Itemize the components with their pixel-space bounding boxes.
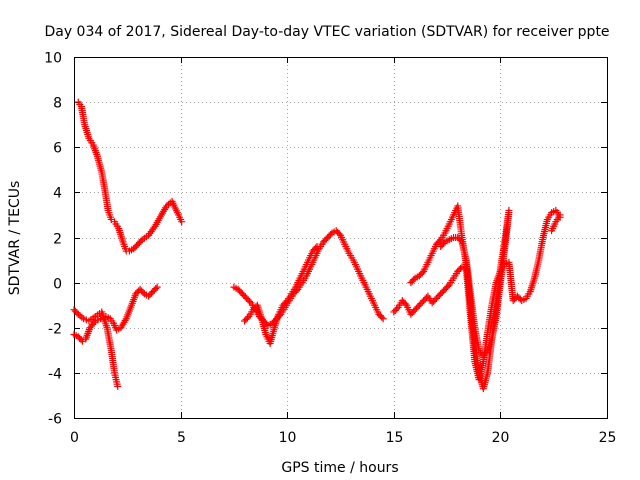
data-point — [378, 313, 386, 321]
data-point — [444, 282, 452, 290]
x-axis-label: GPS time / hours — [281, 460, 398, 476]
y-tick-label: 2 — [53, 232, 62, 248]
y-tick-label: -6 — [48, 412, 62, 428]
grid — [74, 57, 607, 418]
data-points — [70, 98, 564, 393]
y-tick-label: -4 — [48, 367, 62, 383]
data-point — [410, 276, 418, 284]
data-point — [435, 237, 443, 245]
data-series-1 — [74, 98, 186, 255]
data-point — [90, 319, 98, 327]
data-point — [137, 237, 145, 245]
data-point — [327, 230, 335, 238]
data-point — [505, 209, 513, 217]
data-point — [556, 211, 564, 219]
data-point — [246, 297, 254, 305]
data-point — [153, 283, 161, 291]
data-point — [312, 244, 320, 252]
data-series-4 — [230, 227, 387, 329]
x-tick-label: 10 — [279, 430, 297, 446]
data-point — [401, 300, 409, 308]
chart-title: Day 034 of 2017, Sidereal Day-to-day VTE… — [44, 24, 609, 40]
data-series-8 — [437, 209, 513, 361]
data-point — [393, 305, 401, 313]
x-tick-label: 5 — [177, 430, 186, 446]
data-series-9 — [548, 211, 564, 235]
y-tick-label: 10 — [44, 51, 62, 67]
data-point — [335, 230, 343, 238]
data-point — [243, 314, 251, 322]
data-point — [139, 288, 147, 296]
data-point — [152, 285, 160, 293]
data-point — [77, 336, 85, 344]
y-tick-label: -2 — [48, 322, 62, 338]
data-point — [178, 218, 186, 226]
data-point — [440, 240, 448, 248]
y-tick-label: 6 — [53, 141, 62, 157]
axis-ticks: 0 5 10 15 20 25 -6 -4 -2 0 2 4 6 8 10 — [44, 51, 616, 447]
data-series-3 — [70, 283, 161, 345]
data-point — [73, 309, 81, 317]
data-point — [457, 237, 465, 245]
x-tick-label: 20 — [492, 430, 510, 446]
x-tick-label: 15 — [386, 430, 404, 446]
y-tick-label: 4 — [53, 186, 62, 202]
y-axis-label: SDTVAR / TECUs — [7, 181, 23, 296]
y-tick-label: 0 — [53, 277, 62, 293]
x-tick-label: 25 — [599, 430, 617, 446]
data-point — [313, 243, 321, 251]
data-point — [282, 298, 290, 306]
data-point — [379, 315, 387, 323]
data-point — [418, 269, 426, 277]
x-tick-label: 0 — [70, 430, 79, 446]
data-point — [114, 382, 122, 390]
data-series-5 — [241, 243, 321, 348]
y-tick-label: 8 — [53, 96, 62, 112]
